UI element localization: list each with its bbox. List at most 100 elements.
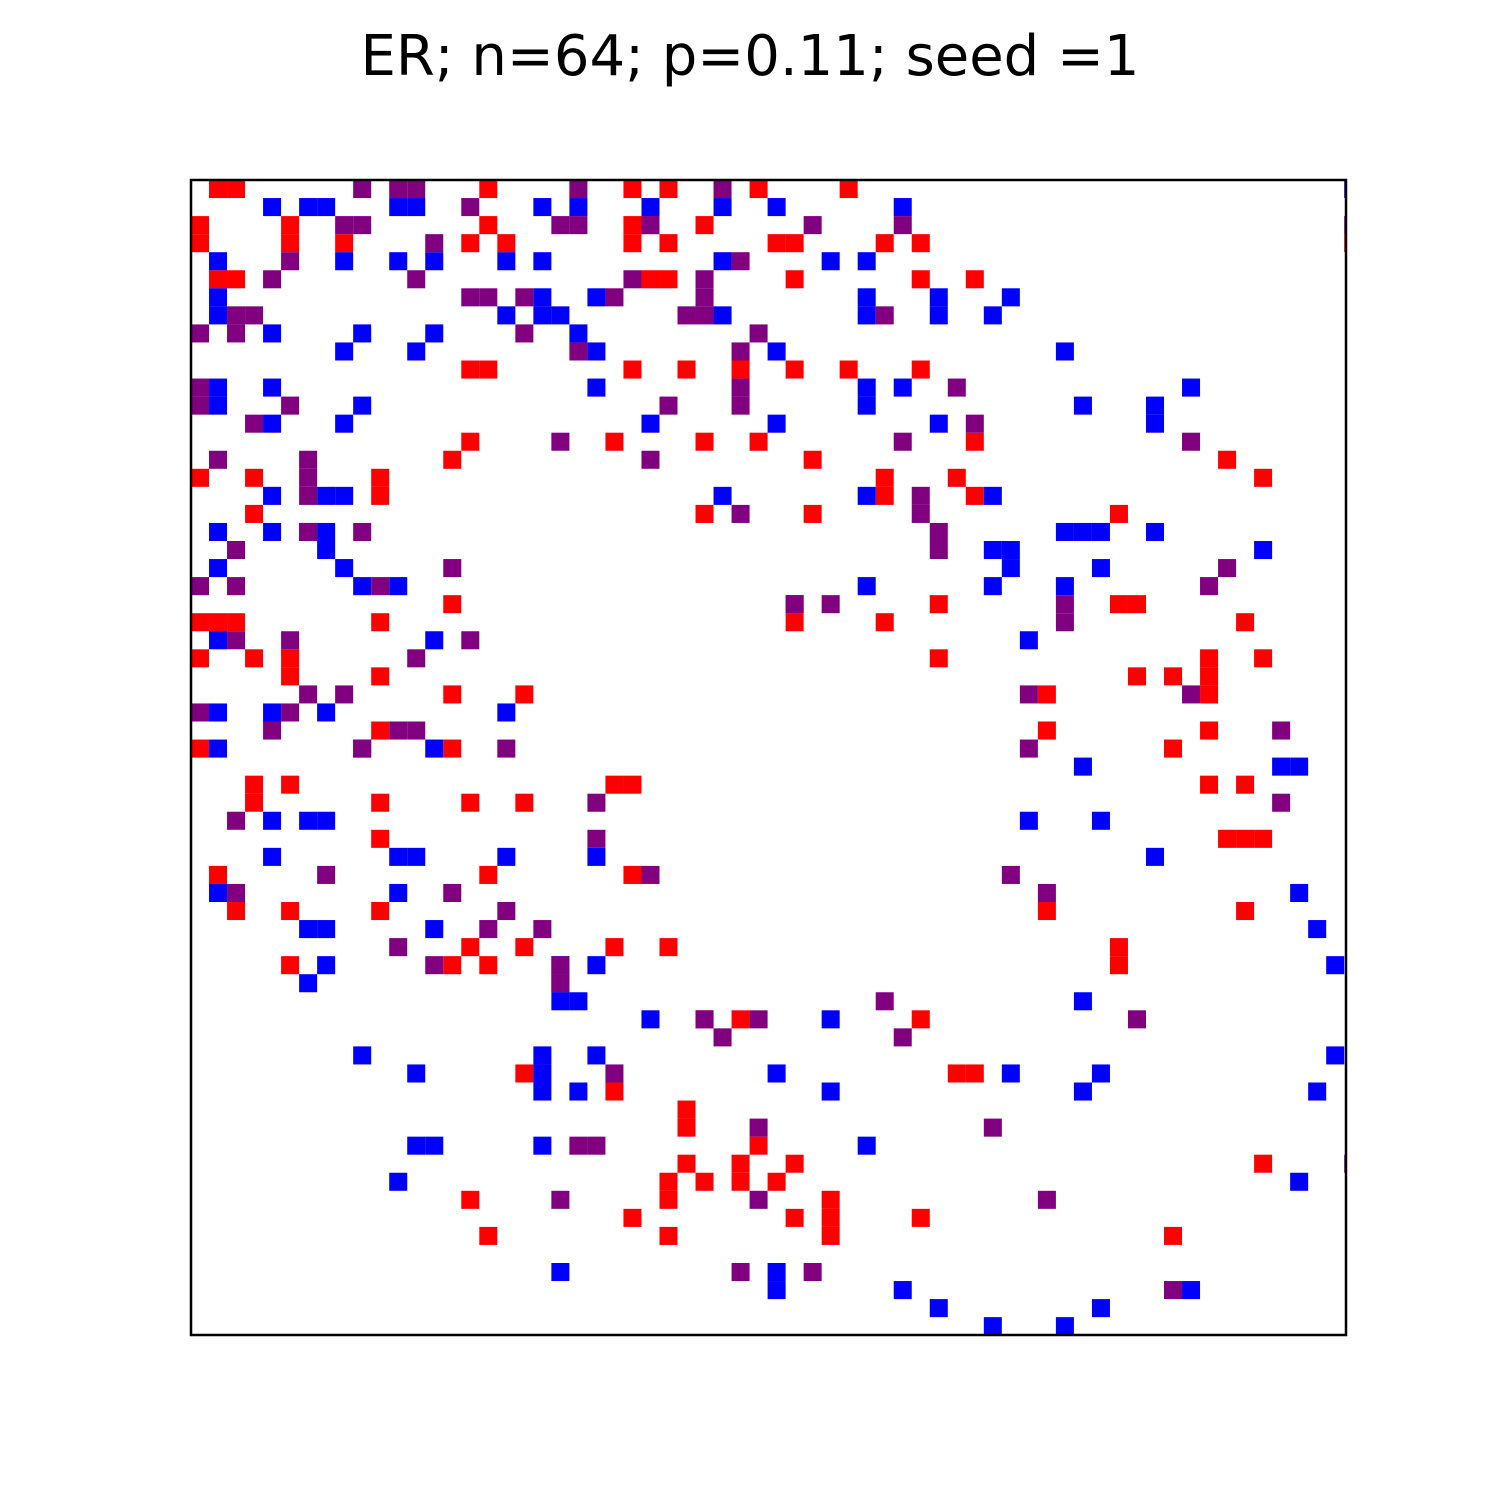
cell-purple <box>389 721 408 740</box>
cell-red <box>821 1190 840 1209</box>
cell-purple <box>497 902 516 921</box>
cell-red <box>515 1064 534 1083</box>
cell-red <box>479 180 498 199</box>
cell-red <box>623 216 642 235</box>
cell-blue <box>983 541 1002 560</box>
cell-purple <box>731 378 750 397</box>
cell-blue <box>1326 956 1345 975</box>
cell-purple <box>749 324 768 343</box>
cell-red <box>623 775 642 794</box>
cell-purple <box>1037 1190 1056 1209</box>
cell-blue <box>263 324 282 343</box>
cell-purple <box>443 883 462 902</box>
cell-red <box>371 829 390 848</box>
cell-blue <box>569 992 588 1011</box>
cell-red <box>731 1154 750 1173</box>
cell-purple <box>803 216 822 235</box>
cell-red <box>749 180 768 199</box>
cell-purple <box>209 450 228 469</box>
cell-purple <box>497 739 516 758</box>
cell-blue <box>497 703 516 722</box>
cell-blue <box>1272 757 1291 776</box>
cell-purple <box>443 559 462 578</box>
cell-blue <box>209 522 228 541</box>
cell-blue <box>1001 1064 1020 1083</box>
cell-purple <box>479 288 498 307</box>
cell-purple <box>1164 1281 1183 1300</box>
cell-blue <box>587 288 606 307</box>
cell-purple <box>587 793 606 812</box>
cell-blue <box>407 847 426 866</box>
cell-red <box>245 468 264 487</box>
cell-red <box>821 1226 840 1245</box>
cell-purple <box>263 270 282 289</box>
cell-blue <box>497 306 516 325</box>
cell-blue <box>407 1064 426 1083</box>
cell-blue <box>1055 342 1074 361</box>
cell-red <box>659 1190 678 1209</box>
cell-purple <box>731 504 750 523</box>
cell-red <box>803 504 822 523</box>
cell-purple <box>407 270 426 289</box>
cell-purple <box>929 522 948 541</box>
cell-purple <box>965 414 984 433</box>
cell-purple <box>605 1064 624 1083</box>
cell-blue <box>1019 811 1038 830</box>
cell-red <box>479 1226 498 1245</box>
cell-blue <box>533 288 552 307</box>
cell-purple <box>677 306 696 325</box>
cell-blue <box>335 342 354 361</box>
cell-red <box>335 234 354 253</box>
cell-red <box>191 649 210 668</box>
cell-red <box>209 180 228 199</box>
cell-blue <box>353 324 372 343</box>
cell-red <box>371 613 390 632</box>
cell-purple <box>1019 685 1038 704</box>
cell-blue <box>641 1010 660 1029</box>
cell-purple <box>191 324 210 343</box>
cell-blue <box>263 198 282 217</box>
cell-purple <box>893 1028 912 1047</box>
cell-blue <box>1290 883 1309 902</box>
cell-blue <box>1073 992 1092 1011</box>
cell-purple <box>749 1010 768 1029</box>
cell-red <box>911 1208 930 1227</box>
cell-blue <box>713 252 732 271</box>
cell-red <box>731 1172 750 1191</box>
cell-red <box>677 1154 696 1173</box>
cell-blue <box>335 414 354 433</box>
cell-red <box>479 216 498 235</box>
cell-purple <box>1055 613 1074 632</box>
cell-red <box>911 234 930 253</box>
cell-red <box>749 432 768 451</box>
cell-blue <box>389 577 408 596</box>
cell-red <box>281 956 300 975</box>
cell-blue <box>407 198 426 217</box>
cell-blue <box>407 1136 426 1155</box>
cell-blue <box>317 811 336 830</box>
cell-blue <box>857 288 876 307</box>
cell-blue <box>209 306 228 325</box>
cell-blue <box>1055 1317 1074 1336</box>
cell-blue <box>767 342 786 361</box>
cell-blue <box>857 396 876 415</box>
cell-blue <box>263 414 282 433</box>
cell-purple <box>317 865 336 884</box>
cell-blue <box>299 198 318 217</box>
cell-red <box>371 486 390 505</box>
cell-red <box>227 613 246 632</box>
cell-red <box>191 739 210 758</box>
cell-blue <box>569 324 588 343</box>
cell-blue <box>821 252 840 271</box>
cell-red <box>605 775 624 794</box>
cell-purple <box>713 180 732 199</box>
cell-red <box>1236 775 1255 794</box>
cell-blue <box>713 306 732 325</box>
cell-red <box>911 1010 930 1029</box>
cell-purple <box>533 920 552 939</box>
cell-purple <box>335 685 354 704</box>
cell-blue <box>1145 522 1165 541</box>
cell-purple <box>785 595 804 614</box>
cell-blue <box>317 703 336 722</box>
cell-red <box>785 613 804 632</box>
